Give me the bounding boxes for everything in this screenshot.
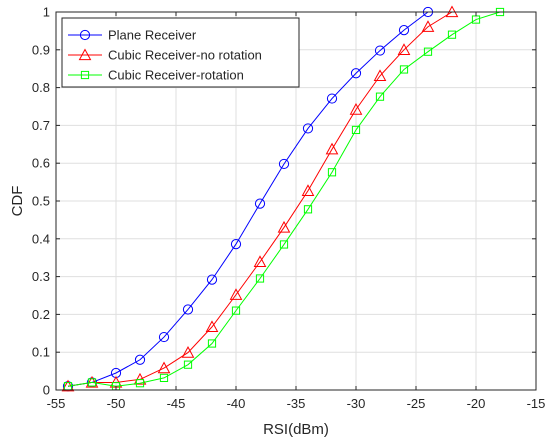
data-point [181, 346, 195, 358]
grid-lines [56, 12, 536, 390]
axis-ticks: -55 -50 -45 -40 -35 -30 -25 -20 -15 0 0.1 0.2 0.3 0.4… [32, 5, 545, 412]
data-point [85, 375, 99, 388]
legend-marker [79, 29, 91, 41]
data-point [205, 320, 219, 333]
data-point [399, 65, 409, 74]
data-point [326, 93, 338, 104]
y-tick-label: 0.3 [32, 269, 50, 284]
x-tick-label: -20 [467, 396, 486, 411]
series-line [67, 11, 453, 387]
legend-entry: Plane Receiver [68, 28, 197, 43]
data-point [447, 30, 457, 39]
legend: Plane Receiver Cubic Receiver-no rotation… [61, 17, 300, 88]
y-tick-label: 0.7 [32, 118, 50, 133]
data-point [157, 361, 171, 374]
x-tick-label: -55 [47, 396, 66, 411]
y-tick-label: 0 [43, 383, 50, 398]
series-line [67, 11, 501, 387]
series-layer [61, 5, 505, 392]
y-tick-label: 1 [43, 5, 50, 20]
data-point [350, 68, 362, 79]
data-point [159, 373, 169, 383]
data-point [327, 168, 337, 177]
x-tick-label: -50 [107, 396, 126, 411]
x-tick-label: -30 [347, 396, 366, 411]
data-point [277, 220, 291, 233]
data-point [229, 288, 243, 300]
y-tick-label: 0.1 [32, 345, 50, 360]
data-point [183, 360, 193, 369]
data-point [158, 331, 170, 343]
y-tick-label: 0.2 [32, 307, 50, 322]
x-tick-label: -25 [407, 396, 426, 411]
legend-marker [78, 48, 92, 61]
y-tick-label: 0.8 [32, 80, 50, 95]
y-tick-label: 0.9 [32, 42, 50, 57]
data-point [182, 304, 194, 315]
data-point [423, 47, 433, 56]
data-point [254, 198, 266, 209]
data-point [303, 205, 313, 214]
x-tick-label: -35 [287, 396, 306, 411]
legend-label: Cubic Receiver-no rotation [108, 48, 262, 63]
series-triangle [61, 5, 459, 392]
y-tick-label: 0.6 [32, 156, 50, 171]
data-point [398, 25, 410, 36]
data-point [207, 339, 217, 348]
data-point [325, 142, 339, 155]
data-point [421, 20, 435, 32]
legend-entry: Cubic Receiver-rotation [68, 68, 244, 83]
data-point [135, 379, 145, 388]
legend-entry: Cubic Receiver-no rotation [68, 48, 262, 63]
data-point [351, 125, 361, 135]
x-axis-label: RSI(dBm) [263, 421, 329, 438]
data-point [349, 102, 363, 115]
x-tick-label: -40 [227, 396, 246, 411]
data-point [373, 69, 387, 82]
data-point [301, 184, 315, 196]
data-point [231, 306, 241, 315]
series-line [67, 11, 429, 387]
data-point [206, 274, 218, 285]
data-point [230, 238, 242, 250]
data-point [279, 240, 289, 249]
data-point [278, 158, 290, 170]
data-point [253, 255, 267, 268]
legend-label: Plane Receiver [108, 28, 197, 43]
data-point [302, 123, 314, 134]
data-point [374, 45, 386, 56]
data-point [133, 372, 147, 385]
data-point [87, 378, 97, 387]
legend-entries: Plane Receiver Cubic Receiver-no rotation… [68, 28, 262, 83]
legend-marker [80, 70, 90, 80]
data-point [255, 274, 265, 283]
y-tick-label: 0.5 [32, 194, 50, 209]
data-point [134, 354, 146, 365]
data-point [397, 43, 411, 55]
data-point [375, 92, 385, 101]
x-tick-label: -45 [167, 396, 186, 411]
y-axis-label: CDF [9, 186, 26, 217]
y-tick-label: 0.4 [32, 231, 50, 246]
legend-label: Cubic Receiver-rotation [108, 68, 244, 83]
series-circle [62, 6, 434, 392]
x-tick-label: -15 [527, 396, 546, 411]
